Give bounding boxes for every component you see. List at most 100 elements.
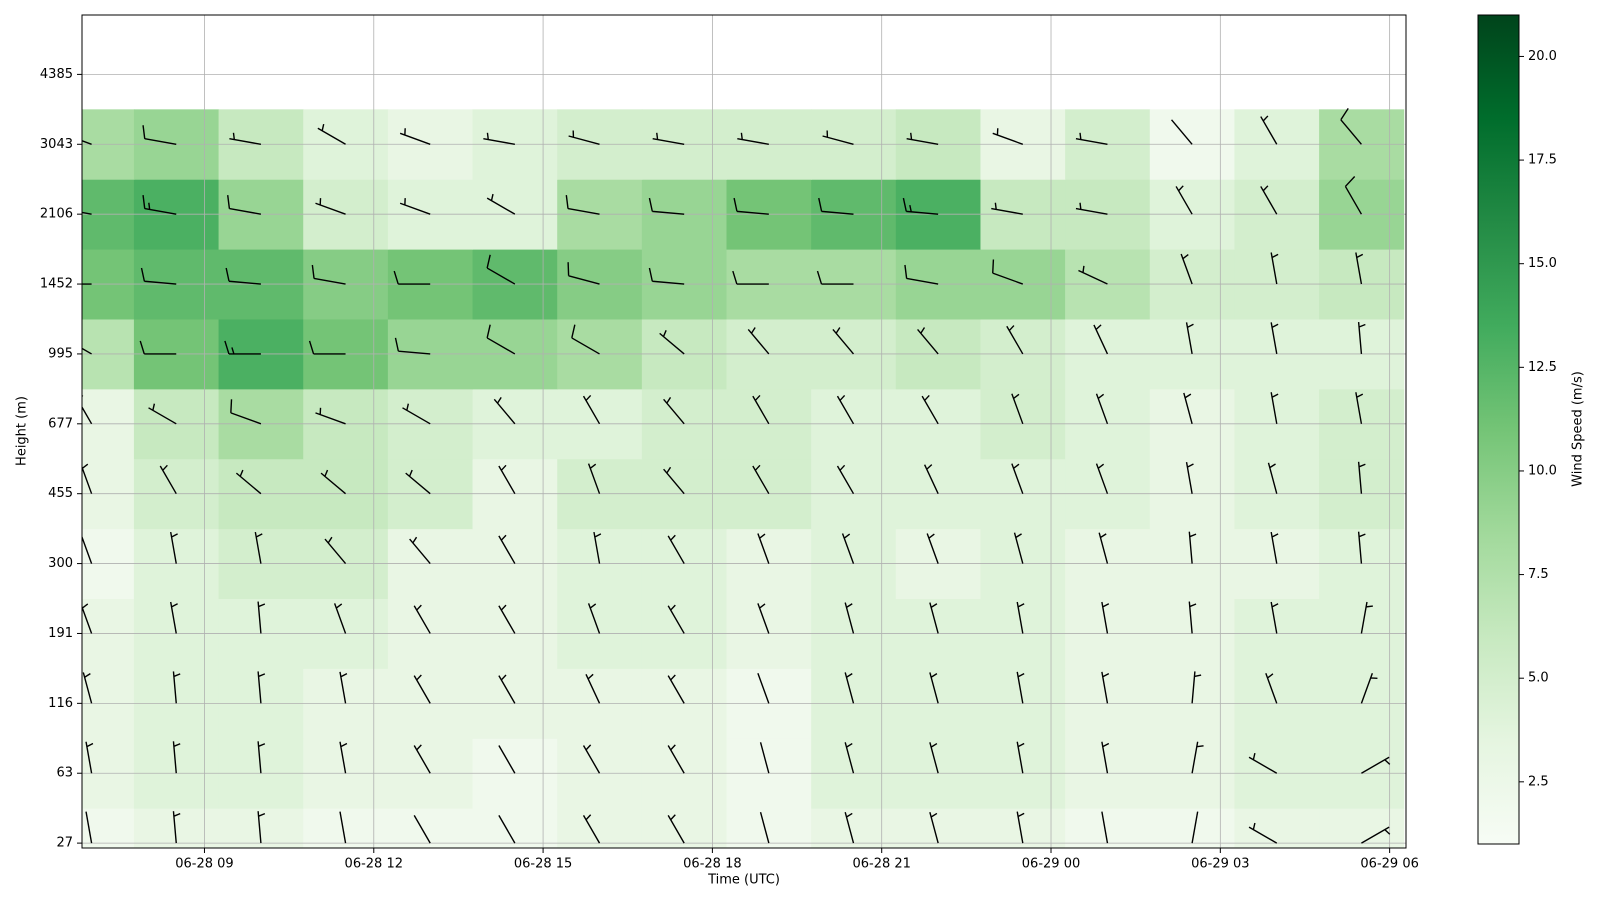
wind-barb	[140, 267, 177, 285]
wind-barb	[667, 604, 685, 634]
y-tick-label: 4385	[40, 67, 73, 82]
wind-barb	[667, 814, 685, 844]
wind-barb	[399, 198, 431, 215]
wind-barb	[1357, 531, 1366, 564]
wind-barb	[906, 132, 939, 145]
y-tick-label: 455	[48, 486, 73, 501]
x-tick-label: 06-28 12	[345, 857, 403, 872]
wind-barb	[917, 327, 939, 355]
wind-barb	[1270, 392, 1279, 424]
wind-barb	[1011, 463, 1024, 494]
wind-barb	[1357, 461, 1366, 494]
wind-barb	[1361, 756, 1391, 774]
wind-barb	[1357, 321, 1366, 354]
speed-cell	[387, 808, 474, 848]
wind-barb	[1171, 119, 1193, 145]
x-tick-label: 06-29 03	[1191, 857, 1249, 872]
wind-barb	[235, 469, 262, 495]
wind-barb	[498, 464, 516, 495]
wind-barb	[567, 262, 600, 285]
wind-barb	[339, 811, 347, 844]
wind-barb	[652, 132, 685, 145]
wind-barb	[498, 534, 516, 564]
colorbar-tick-label: 20.0	[1528, 49, 1557, 64]
wind-barb	[1265, 673, 1278, 704]
wind-barb	[1188, 531, 1197, 564]
wind-barb	[333, 603, 347, 634]
wind-barb	[1248, 752, 1278, 774]
wind-barb	[587, 603, 601, 634]
wind-barb	[733, 197, 769, 215]
colorbar-label: Wind Speed (m/s)	[1571, 371, 1586, 487]
wind-barb	[320, 469, 347, 495]
wind-barb	[1185, 322, 1194, 355]
wind-barb	[413, 674, 431, 704]
wind-barb	[159, 464, 177, 495]
wind-barb	[172, 811, 181, 844]
wind-barb	[308, 340, 346, 355]
wind-barb	[752, 394, 770, 425]
wind-barb	[498, 674, 516, 704]
x-tick-label: 06-28 15	[514, 857, 572, 872]
wind-barb	[82, 672, 93, 704]
speed-cell	[472, 808, 558, 848]
wind-barb	[230, 399, 262, 425]
wind-barb	[667, 534, 685, 564]
wind-barb	[254, 531, 263, 564]
speed-cell	[1319, 808, 1405, 848]
wind-barb	[1101, 741, 1110, 774]
wind-barb	[393, 270, 431, 285]
wind-barb	[1191, 741, 1204, 774]
grid	[82, 15, 1406, 848]
wind-barb	[757, 603, 770, 634]
wind-barb	[486, 324, 516, 355]
colorbar-tick-label: 10.0	[1528, 463, 1557, 478]
wind-barb	[315, 407, 346, 425]
wind-barb	[568, 130, 600, 145]
y-tick-label: 63	[56, 766, 73, 781]
wind-barb	[148, 403, 177, 425]
x-tick-label: 06-29 00	[1022, 857, 1080, 872]
wind-barb	[571, 324, 600, 355]
colorbar-tick-label: 2.5	[1528, 774, 1549, 789]
wind-barb	[757, 673, 770, 704]
x-axis-label: Time (UTC)	[707, 873, 780, 888]
wind-barb	[929, 602, 939, 634]
wind-barb	[759, 812, 770, 844]
barbs	[82, 107, 1391, 844]
wind-barb	[257, 811, 266, 844]
wind-barb	[324, 536, 347, 565]
wind-barb	[257, 601, 266, 634]
x-tick-label: 06-28 09	[175, 857, 233, 872]
wind-barb	[929, 812, 939, 844]
wind-barb	[816, 270, 854, 285]
y-tick-label: 677	[48, 416, 73, 431]
y-axis-label: Height (m)	[15, 396, 30, 466]
wind-barb	[1360, 601, 1373, 634]
wind-barb	[172, 741, 181, 774]
wind-barb	[1095, 393, 1109, 425]
wind-barb	[667, 674, 685, 704]
wind-barb	[904, 264, 939, 285]
wind-barb	[929, 742, 939, 774]
wind-barb	[339, 671, 348, 704]
y-tick-label: 116	[48, 696, 73, 711]
wind-barb	[1355, 392, 1364, 424]
wind-barb	[1075, 202, 1108, 215]
wind-barb	[1075, 132, 1108, 145]
wind-barb	[1101, 811, 1109, 844]
wind-barb	[902, 197, 939, 215]
wind-barb	[413, 815, 431, 844]
wind-barb	[923, 464, 939, 494]
wind-barb	[648, 197, 685, 215]
wind-barb	[841, 533, 855, 564]
wind-barb	[667, 744, 685, 774]
wind-barb	[172, 671, 181, 704]
wind-barb	[1260, 115, 1278, 145]
colorbar-tick-label: 12.5	[1528, 360, 1557, 375]
wind-barb	[929, 672, 939, 704]
wind-barb	[747, 327, 770, 355]
wind-barb	[85, 741, 94, 774]
wind-barb	[926, 533, 939, 564]
wind-barb	[399, 128, 431, 145]
